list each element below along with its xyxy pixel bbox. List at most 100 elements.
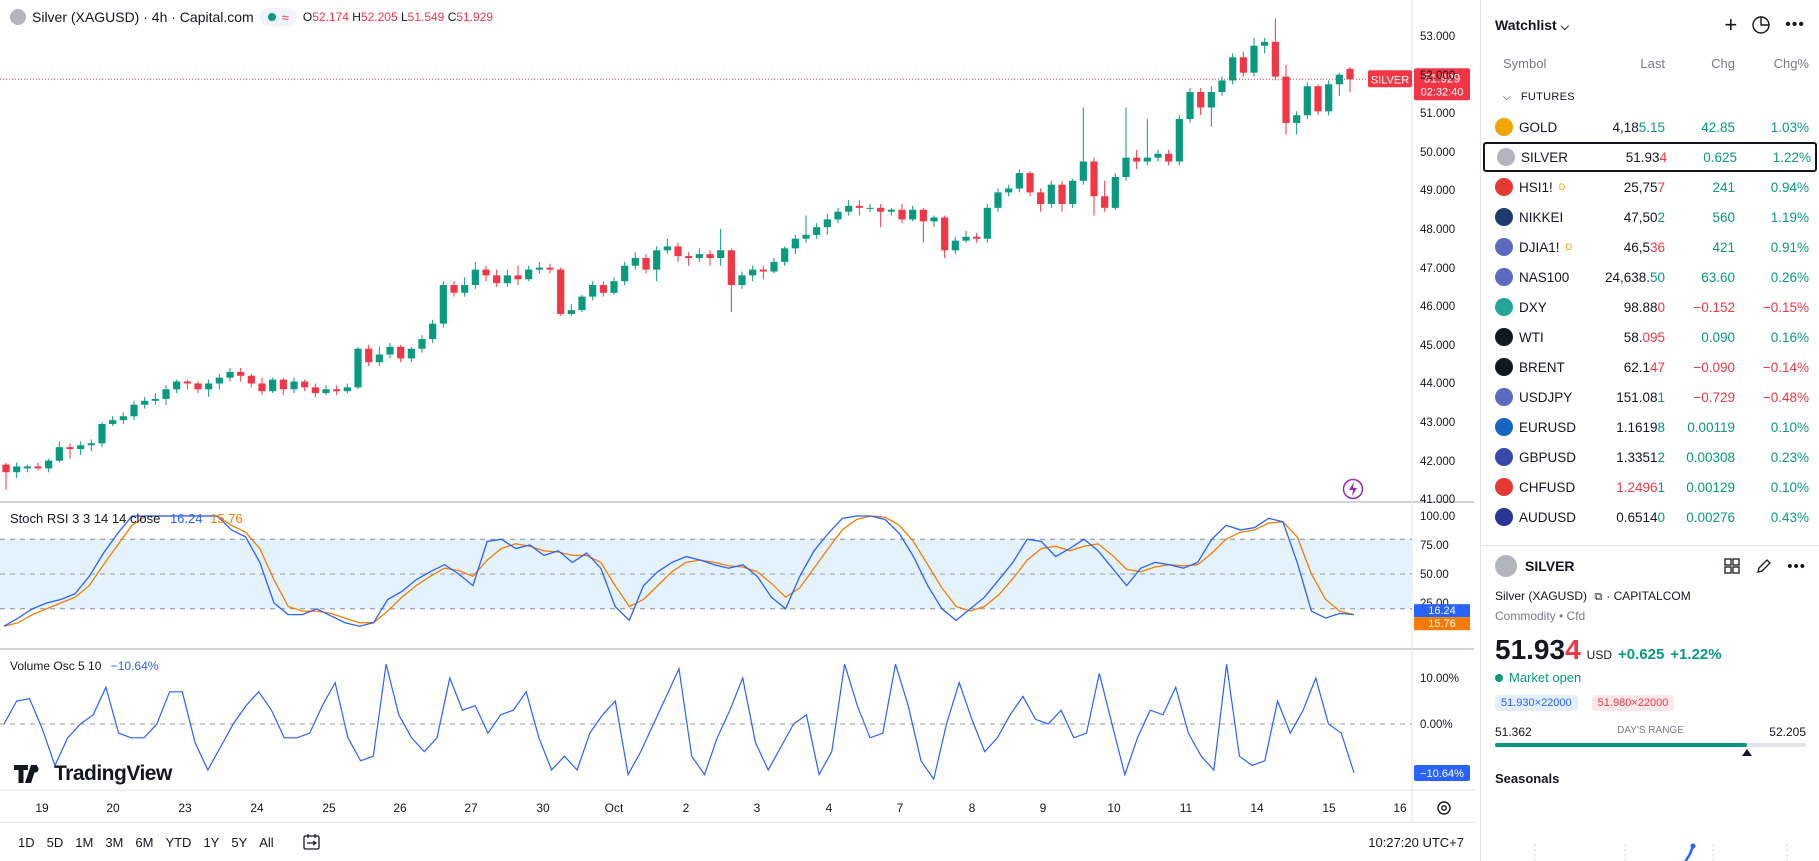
symbol-logo-icon	[1497, 148, 1515, 166]
seasonals-title[interactable]: Seasonals	[1495, 771, 1560, 786]
candle-body	[407, 348, 415, 359]
symbol-label: DJIA1!	[1519, 239, 1560, 255]
stoch-d-tag: 15.76	[1428, 618, 1456, 630]
lightning-alert-icon[interactable]	[1342, 478, 1364, 500]
silver-icon	[10, 9, 26, 25]
candle-body	[802, 234, 810, 239]
watchlist-row-eurusd[interactable]: EURUSD 1.16198 0.00119 0.10%	[1481, 412, 1819, 442]
volume-osc-value: −10.64%	[110, 659, 159, 673]
tf-1m-button[interactable]: 1M	[75, 834, 94, 850]
candle-body	[77, 445, 85, 450]
candle-body	[685, 256, 693, 259]
tradingview-logo[interactable]: TradingView	[14, 762, 172, 786]
advanced-view-icon[interactable]	[1751, 15, 1771, 35]
candle-body	[258, 383, 266, 392]
futures-section[interactable]: ⌵ FUTURES	[1481, 82, 1819, 112]
tf-5d-button[interactable]: 5D	[46, 834, 64, 850]
candle-body	[141, 400, 149, 405]
candle-body	[1047, 184, 1055, 204]
detail-more-icon[interactable]: •••	[1787, 557, 1806, 575]
tf-3m-button[interactable]: 3M	[105, 834, 124, 850]
add-symbol-icon[interactable]: +	[1724, 12, 1738, 37]
row-chg: 63.60	[1701, 269, 1735, 285]
candle-body	[941, 217, 949, 251]
candle-body	[866, 207, 874, 209]
last-tick: 2	[1657, 449, 1665, 465]
tf-1y-button[interactable]: 1Y	[203, 834, 220, 850]
watchlist-title[interactable]: Watchlist ⌵	[1495, 17, 1569, 34]
detail-exchange[interactable]: CAPITALCOM	[1613, 589, 1691, 603]
ask-value[interactable]: 51.980×22000	[1591, 695, 1675, 711]
tf-1d-button[interactable]: 1D	[18, 834, 35, 850]
clock-timezone[interactable]: 10:27:20 UTC+7	[1368, 835, 1464, 850]
layout-grid-icon[interactable]	[1723, 557, 1741, 575]
time-tick-label: 9	[1039, 801, 1047, 815]
watchlist-row-brent[interactable]: BRENT 62.147 −0.090 −0.14%	[1481, 352, 1819, 382]
market-status[interactable]: Market open	[1481, 670, 1819, 685]
chart-canvas[interactable]: SILVER 51.92902:32:40100.0075.0050.0025.0…	[0, 0, 1474, 822]
watchlist-row-chfusd[interactable]: CHFUSD 1.24961 0.00129 0.10%	[1481, 472, 1819, 502]
watchlist-row-silver[interactable]: SILVER 51.934 0.625 1.22%	[1483, 142, 1817, 172]
external-link-icon[interactable]: ⧉	[1594, 591, 1603, 603]
tf-6m-button[interactable]: 6M	[135, 834, 154, 850]
tf-all-button[interactable]: All	[259, 834, 274, 850]
chart-settings-gear-icon[interactable]	[1436, 800, 1452, 816]
volume-osc-legend[interactable]: Volume Osc 5 10 −10.64%	[10, 659, 158, 673]
detail-change: +0.625	[1618, 646, 1665, 663]
last-main: 62.1	[1623, 359, 1650, 375]
section-chevron-icon: ⌵	[1503, 91, 1511, 103]
col-symbol[interactable]: Symbol	[1503, 55, 1547, 71]
candle-body	[343, 387, 351, 392]
detail-fullname[interactable]: Silver (XAGUSD)	[1495, 589, 1588, 603]
watchlist-row-audusd[interactable]: AUDUSD 0.65140 0.00276 0.43%	[1481, 502, 1819, 532]
seasonals-mini-chart[interactable]	[1495, 824, 1805, 861]
candle-body	[461, 285, 469, 293]
stoch-rsi-legend[interactable]: Stoch RSI 3 3 14 14 close 16.24 15.76	[10, 511, 243, 526]
candle-body	[1239, 57, 1247, 73]
symbol-label: NAS100	[1519, 269, 1570, 285]
price-tag-symbol-bg	[1368, 70, 1412, 88]
candle-body	[1250, 45, 1258, 73]
watchlist-row-gbpusd[interactable]: GBPUSD 1.33512 0.00308 0.23%	[1481, 442, 1819, 472]
watchlist-row-wti[interactable]: WTI 58.095 0.090 0.16%	[1481, 322, 1819, 352]
bid-value[interactable]: 51.930×22000	[1495, 695, 1578, 711]
tf-ytd-button[interactable]: YTD	[165, 834, 192, 850]
candle-body	[450, 285, 458, 293]
watchlist-rows: GOLD 4,185.15 42.85 1.03% SILVER 51.934 0.625 1…	[1481, 112, 1819, 532]
row-chgp: 1.03%	[1770, 119, 1809, 135]
edit-icon[interactable]	[1755, 557, 1773, 575]
watchlist-row-djia1[interactable]: DJIA1! D 46,536 421 0.91%	[1481, 232, 1819, 262]
symbol-legend: Silver (XAGUSD) · 4h · Capital.com ≈ O52…	[10, 8, 493, 26]
watchlist-row-dxy[interactable]: DXY 98.880 −0.152 −0.15%	[1481, 292, 1819, 322]
detail-symbol[interactable]: SILVER	[1525, 558, 1575, 574]
candle-body	[1079, 161, 1087, 181]
row-last: 151.081	[1605, 390, 1665, 405]
chart-area[interactable]: SILVER 51.929 02:32:40 100.00 75.00 50.00 25.0…	[0, 0, 1474, 861]
col-chg[interactable]: Chg	[1711, 55, 1735, 71]
row-symbol: USDJPY	[1495, 388, 1605, 406]
candle-body	[418, 339, 426, 349]
range-high: 52.205	[1769, 725, 1806, 739]
watchlist-row-hsi1[interactable]: HSI1! D 25,757 241 0.94%	[1481, 172, 1819, 202]
date-range-icon[interactable]	[302, 833, 322, 851]
candle-body	[130, 404, 138, 417]
candle-body	[1122, 157, 1130, 177]
more-options-icon[interactable]: •••	[1785, 16, 1805, 33]
watchlist-row-gold[interactable]: GOLD 4,185.15 42.85 1.03%	[1481, 112, 1819, 142]
candle-body	[55, 447, 63, 461]
row-last: 47,502	[1605, 210, 1665, 225]
last-main: 151.08	[1616, 389, 1658, 405]
watchlist-row-nas100[interactable]: NAS100 24,638.50 63.60 0.26%	[1481, 262, 1819, 292]
symbol-title[interactable]: Silver (XAGUSD) · 4h · Capital.com	[32, 9, 254, 25]
tf-5y-button[interactable]: 5Y	[231, 834, 248, 850]
candle-body	[823, 219, 831, 228]
watchlist-row-usdjpy[interactable]: USDJPY 151.081 −0.729 −0.48%	[1481, 382, 1819, 412]
market-status-pill[interactable]: ≈	[259, 8, 297, 26]
candle-body	[749, 269, 757, 276]
price-tick-label: 51.000	[1420, 108, 1456, 121]
watchlist-row-nikkei[interactable]: NIKKEI 47,502 560 1.19%	[1481, 202, 1819, 232]
col-last[interactable]: Last	[1640, 55, 1665, 71]
col-chgp[interactable]: Chg%	[1773, 55, 1809, 71]
detail-header: SILVER •••	[1481, 546, 1819, 586]
section-label: FUTURES	[1520, 91, 1575, 103]
